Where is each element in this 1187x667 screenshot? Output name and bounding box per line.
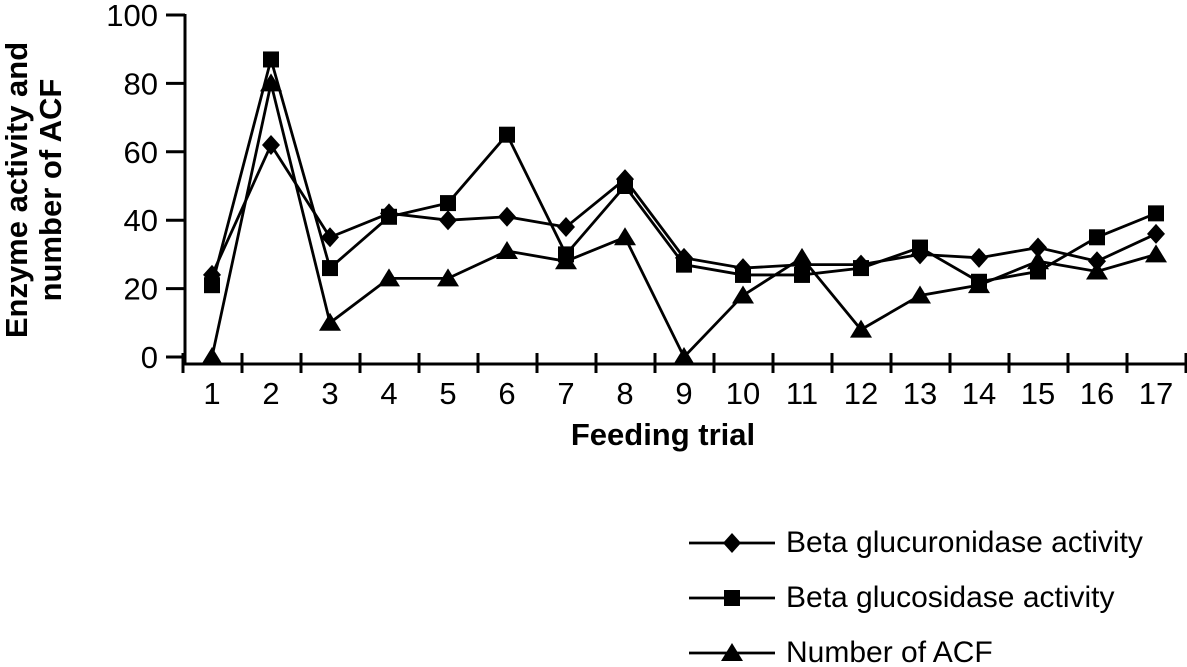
square-marker-icon: [1148, 205, 1164, 222]
triangle-marker-icon: [378, 268, 400, 287]
triangle-marker-icon: [673, 347, 695, 365]
triangle-marker-icon: [201, 347, 223, 365]
square-marker-icon: [853, 260, 869, 277]
legend-label-number-of-acf: Number of ACF: [786, 636, 993, 667]
y-tick-label: 100: [106, 0, 158, 33]
x-tick-label: 6: [498, 376, 515, 411]
x-tick-label: 5: [439, 376, 456, 411]
x-tick-label: 9: [675, 376, 692, 411]
legend-item-number-of-acf: Number of ACF: [688, 636, 1143, 667]
square-marker-icon: [724, 590, 740, 606]
y-tick-label: 0: [141, 340, 158, 375]
y-tick-label: 80: [124, 66, 158, 101]
square-marker-icon: [794, 266, 810, 283]
x-tick-label: 4: [380, 376, 397, 411]
diamond-marker-icon: [557, 217, 575, 238]
diamond-marker-icon: [1147, 223, 1165, 244]
x-tick-label: 7: [557, 376, 574, 411]
y-tick-label: 60: [124, 135, 158, 170]
x-tick-label: 13: [903, 376, 937, 411]
x-tick-label: 16: [1080, 376, 1114, 411]
triangle-marker-icon: [437, 268, 459, 287]
x-tick-label: 10: [726, 376, 760, 411]
square-marker-icon: [735, 266, 751, 283]
x-tick-label: 11: [786, 376, 818, 411]
diamond-marker-icon: [723, 533, 741, 553]
diamond-marker-icon: [1088, 251, 1106, 272]
diamond-marker-icon: [970, 247, 988, 268]
legend-label-beta-glucosidase: Beta glucosidase activity: [786, 581, 1115, 614]
square-marker-icon: [204, 277, 220, 294]
diamond-marker-icon: [689, 533, 775, 553]
triangle-marker-icon: [1086, 261, 1108, 280]
y-tick-label: 20: [124, 272, 158, 307]
triangle-marker-icon: [1145, 244, 1167, 263]
square-marker-icon: [263, 51, 279, 68]
triangle-marker-icon: [689, 643, 775, 661]
x-tick-label: 1: [203, 376, 220, 411]
square-marker-icon: [617, 178, 633, 194]
diamond-marker-icon: [498, 206, 516, 227]
square-marker-icon: [381, 208, 397, 225]
diamond-marker-icon: [321, 227, 339, 248]
x-tick-label: 2: [262, 376, 279, 411]
x-tick-label: 3: [321, 376, 338, 411]
x-tick-label: 15: [1021, 376, 1055, 411]
triangle-marker-icon: [850, 319, 872, 338]
diamond-marker-icon: [439, 210, 457, 231]
x-tick-label: 8: [616, 376, 633, 411]
diamond-marker-icon: [262, 134, 280, 155]
triangle-marker-icon: [968, 275, 990, 294]
x-axis-title: Feeding trial: [570, 417, 756, 452]
triangle-marker-icon: [791, 247, 813, 266]
legend-item-beta-glucosidase: Beta glucosidase activity: [688, 581, 1143, 615]
square-marker-icon: [499, 126, 515, 143]
legend-label-beta-glucuronidase: Beta glucuronidase activity: [786, 526, 1143, 559]
square-marker-icon: [322, 260, 338, 277]
x-tick-label: 14: [962, 376, 996, 411]
triangle-marker-icon: [721, 643, 743, 661]
triangle-marker-icon: [732, 285, 754, 304]
x-tick-label: 12: [844, 376, 878, 411]
triangle-marker-icon: [260, 73, 282, 92]
square-marker-icon: [689, 590, 775, 606]
triangle-marker-icon: [909, 285, 931, 304]
diamond-marker-icon: [1029, 237, 1047, 258]
legend-item-beta-glucuronidase: Beta glucuronidase activity: [688, 526, 1143, 560]
square-marker-icon: [676, 256, 692, 273]
legend: Beta glucuronidase activity Beta glucosi…: [688, 526, 1143, 667]
y-tick-label: 40: [124, 203, 158, 238]
square-marker-icon: [440, 195, 456, 212]
triangle-marker-icon: [319, 312, 341, 331]
series-line-number-of-acf: [210, 83, 1157, 360]
x-tick-label: 17: [1139, 376, 1173, 411]
triangle-marker-icon: [614, 227, 636, 246]
triangle-marker-icon: [496, 240, 518, 259]
triangle-marker-icon: [1027, 251, 1049, 270]
square-marker-icon: [912, 239, 928, 256]
square-marker-icon: [1089, 229, 1105, 246]
triangle-marker-icon: [555, 251, 577, 270]
